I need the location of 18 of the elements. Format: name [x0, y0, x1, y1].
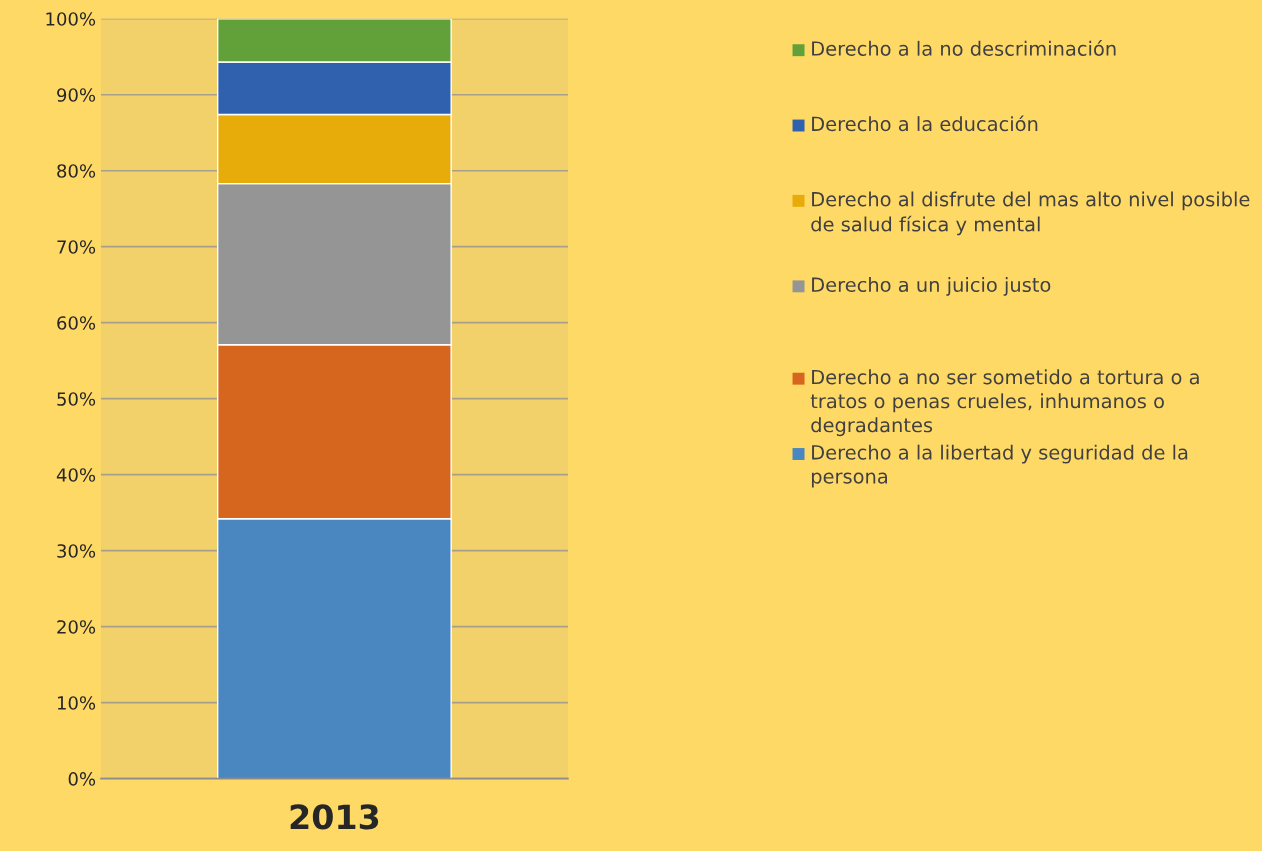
legend-label: Derecho al disfrute del mas alto nivel posible de salud física y mental	[811, 191, 1250, 236]
legend-label: Derecho a la libertad y seguridad de la persona	[811, 444, 1188, 488]
legend-label: Derecho a no ser sometido a tortura o a tratos o penas crueles, inhumanos o degradantes	[810, 369, 1199, 437]
y-tick-label: 90%	[57, 88, 96, 102]
legend-label: Derecho a un juicio justo	[812, 277, 1051, 296]
y-tick-label: 50%	[57, 392, 96, 406]
y-tick-label: 70%	[57, 240, 96, 254]
y-tick-label: 100%	[46, 12, 96, 26]
legend-label: Derecho a la no descriminación	[812, 40, 1116, 56]
y-tick-label: 60%	[57, 316, 96, 330]
x-tick-label: 2013	[290, 804, 379, 830]
y-tick-label: 20%	[57, 620, 96, 634]
y-tick-label: 0%	[68, 772, 96, 786]
legend-label: Derecho a la educación	[812, 115, 1038, 132]
y-tick-label: 30%	[57, 544, 96, 558]
y-tick-label: 10%	[57, 696, 96, 710]
y-tick-label: 40%	[56, 468, 96, 482]
y-tick-label: 80%	[57, 164, 96, 178]
